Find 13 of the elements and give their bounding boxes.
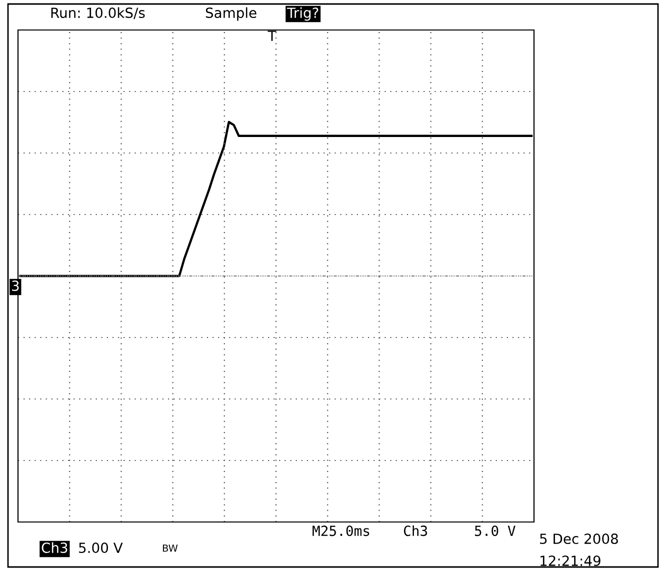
text: Ch3 bbox=[404, 525, 428, 536]
text: BW bbox=[162, 544, 178, 552]
text: 5 Dec 2008 bbox=[540, 534, 618, 544]
text: Run: 10.0kS/s bbox=[51, 7, 145, 20]
text: Ch3 bbox=[42, 542, 68, 554]
text: 5.00 V bbox=[79, 542, 123, 554]
text: 12:21:49 bbox=[540, 556, 600, 566]
text: Trig? bbox=[286, 7, 318, 21]
text: T bbox=[268, 30, 276, 41]
text: Sample bbox=[206, 7, 256, 21]
text: 5.0 V bbox=[474, 526, 516, 536]
text: M25.0ms bbox=[312, 526, 370, 536]
text: 3 bbox=[12, 280, 19, 292]
